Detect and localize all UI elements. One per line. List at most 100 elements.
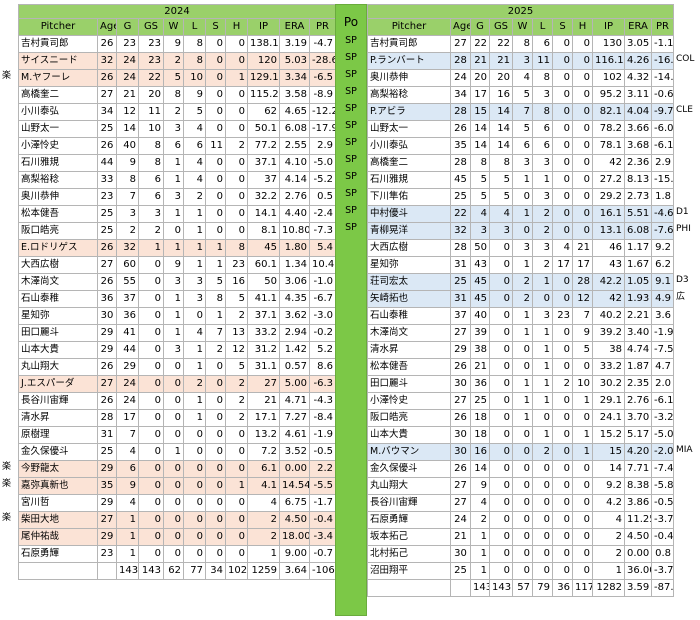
cell-ip: 42 xyxy=(592,290,625,308)
cell-era: 3.40 xyxy=(624,324,652,342)
column-header: PR xyxy=(308,18,337,36)
cell-ip: 29.2 xyxy=(592,188,625,206)
cell-ip: 14.1 xyxy=(247,205,280,223)
table-row: 今野龍太 29 6 0 0 0 0 0 6.1 0.00 2.2 xyxy=(18,460,337,478)
cell-pr: -15.8 xyxy=(650,171,675,189)
cell-era: 4.14 xyxy=(279,171,310,189)
cell-era: 36.00 xyxy=(624,562,652,580)
cell-age: 28 xyxy=(450,239,471,257)
cell-s: 0 xyxy=(205,528,226,546)
cell-g: 36 xyxy=(116,307,139,325)
cell-l: 11 xyxy=(532,52,553,70)
cell-pr: -3.7 xyxy=(650,562,675,580)
cell-s: 0 xyxy=(205,392,226,410)
cell-age: 26 xyxy=(97,358,117,376)
position-sp-label: SP xyxy=(345,137,357,148)
table-row: 山野太一 26 14 14 5 6 0 0 78.2 3.66 -6.0 xyxy=(367,120,675,138)
cell-age: 30 xyxy=(97,307,117,325)
cell-w: 1 xyxy=(512,307,533,325)
cell-pr: -0.6 xyxy=(650,86,675,104)
cell-s: 0 xyxy=(552,69,573,87)
cell-w: 1 xyxy=(512,392,533,410)
table-row: 中村優斗 22 4 4 1 2 0 0 16.1 5.51 -4.6 xyxy=(367,205,675,223)
cell-pr: 6.2 xyxy=(650,256,675,274)
cell-g: 14 xyxy=(470,137,490,155)
cell-ip: 4 xyxy=(247,494,280,512)
year-row: 2025 xyxy=(366,4,675,19)
cell-l: 8 xyxy=(183,35,206,53)
cell-h: 2 xyxy=(225,409,248,427)
cell-pr: 8.6 xyxy=(308,358,337,376)
table-row: 木澤尚文 26 55 0 3 3 5 16 50 3.06 -1.0 xyxy=(18,273,337,291)
cell-ip: 21 xyxy=(247,392,280,410)
cell-gs: 0 xyxy=(138,290,164,308)
table-row: 嘉弥真新也 35 9 0 0 0 0 1 4.1 14.54 -5.5 xyxy=(18,477,337,495)
cell-gs: 0 xyxy=(489,392,513,410)
cell-gs: 0 xyxy=(489,239,513,257)
cell-l: 3 xyxy=(183,290,206,308)
cell-h: 2 xyxy=(225,375,248,393)
cell-pr: 4.9 xyxy=(650,290,675,308)
column-header: H xyxy=(225,18,248,36)
cell-pr: -28.6 xyxy=(308,52,337,70)
cell-age: 26 xyxy=(97,273,117,291)
cell-l: 6 xyxy=(532,120,553,138)
cell-name: 山野太一 xyxy=(367,120,451,138)
cell-s: 0 xyxy=(552,52,573,70)
year-label: 2025 xyxy=(366,4,675,19)
cell-w: 1 xyxy=(163,205,184,223)
table-row: 田口麗斗 30 36 0 1 1 2 10 30.2 2.35 2.0 xyxy=(367,375,675,393)
cell-w: 3 xyxy=(512,154,533,172)
cell-age: 25 xyxy=(450,562,471,580)
cell-h: 0 xyxy=(572,52,593,70)
cell-name: 松本健吾 xyxy=(367,358,451,376)
cell-h: 0 xyxy=(225,460,248,478)
cell-w: 0 xyxy=(512,545,533,563)
cell-era: 1.93 xyxy=(624,290,652,308)
table-row: 小川泰弘 35 14 14 6 6 0 0 78.1 3.68 -6.1 xyxy=(367,137,675,155)
cell-s: 0 xyxy=(205,545,226,563)
cell-w: 1 xyxy=(163,154,184,172)
cell-name: 北村拓己 xyxy=(367,545,451,563)
cell-name: 田口麗斗 xyxy=(18,324,98,342)
cell-s: 0 xyxy=(552,443,573,461)
cell-s: 0 xyxy=(205,120,226,138)
cell-era: 0.00 xyxy=(279,460,310,478)
cell-h: 0 xyxy=(572,511,593,529)
cell-ip: 62 xyxy=(247,103,280,121)
cell-l: 6 xyxy=(532,35,553,53)
cell-age: 26 xyxy=(450,120,471,138)
cell-h: 0 xyxy=(572,69,593,87)
cell-w: 0 xyxy=(512,494,533,512)
total-pr: -87.6 xyxy=(650,579,675,597)
cell-age: 23 xyxy=(97,188,117,206)
cell-h: 0 xyxy=(225,188,248,206)
cell-name: 今野龍太 xyxy=(18,460,98,478)
cell-pr: -1.9 xyxy=(308,426,337,444)
column-header: IP xyxy=(592,18,625,36)
cell-era: 1.05 xyxy=(624,273,652,291)
cell-gs: 0 xyxy=(138,392,164,410)
table-row: 原樹理 31 7 0 0 0 0 0 13.2 4.61 -1.9 xyxy=(18,426,337,444)
cell-h: 0 xyxy=(572,477,593,495)
cell-g: 1 xyxy=(470,562,490,580)
position-sp-label: SP xyxy=(345,103,357,114)
column-header: W xyxy=(163,18,184,36)
position-sp-label: SP xyxy=(345,171,357,182)
cell-l: 3 xyxy=(532,154,553,172)
cell-era: 4.10 xyxy=(279,154,310,172)
cell-l: 8 xyxy=(183,52,206,70)
cell-era: 4.71 xyxy=(279,392,310,410)
cell-w: 1 xyxy=(512,324,533,342)
cell-w: 1 xyxy=(512,205,533,223)
cell-gs: 5 xyxy=(489,171,513,189)
cell-age: 29 xyxy=(450,341,471,359)
cell-g: 5 xyxy=(470,171,490,189)
cell-name: 石原勇輝 xyxy=(367,511,451,529)
cell-ip: 4.2 xyxy=(592,494,625,512)
cell-h: 0 xyxy=(225,494,248,512)
cell-h: 0 xyxy=(572,188,593,206)
table-row: サイスニード 32 24 23 2 8 0 0 120 5.03 -28.6 xyxy=(18,52,337,70)
